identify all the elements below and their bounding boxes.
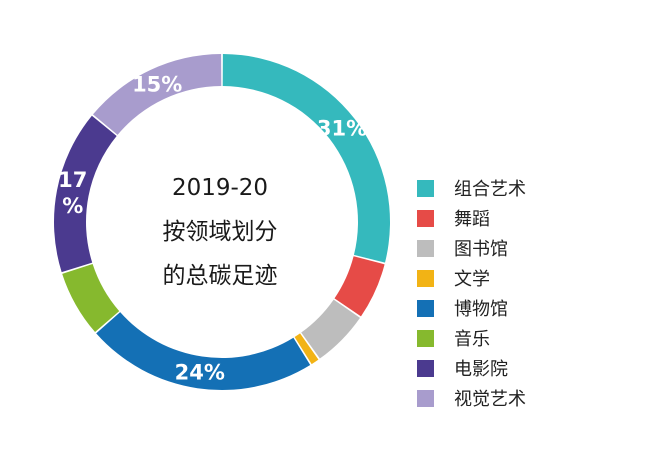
- slice-0: [222, 54, 390, 263]
- legend-label-0: 组合艺术: [454, 179, 526, 200]
- slice-label-4: 24%: [175, 360, 225, 384]
- slice-3: [294, 333, 319, 365]
- legend-label-6: 电影院: [454, 359, 508, 380]
- legend-item-4: 博物馆: [417, 293, 526, 323]
- legend-swatch-5: [417, 329, 434, 347]
- slice-4: [96, 312, 311, 391]
- legend-swatch-6: [417, 359, 434, 377]
- legend-item-3: 文学: [417, 263, 526, 293]
- legend-item-7: 视觉艺术: [417, 383, 526, 413]
- legend-label-2: 图书馆: [454, 239, 508, 260]
- legend-item-0: 组合艺术: [417, 173, 526, 203]
- legend-item-5: 音乐: [417, 323, 526, 353]
- slice-label-6: 17%: [58, 168, 87, 218]
- slice-2: [301, 299, 360, 359]
- slice-label-7: 15%: [132, 73, 182, 97]
- legend-swatch-7: [417, 389, 434, 407]
- legend-label-1: 舞蹈: [454, 209, 490, 230]
- legend-label-4: 博物馆: [454, 299, 508, 320]
- slice-6: [53, 115, 117, 273]
- legend-label-3: 文学: [454, 269, 490, 290]
- legend-swatch-3: [417, 269, 434, 287]
- legend-swatch-1: [417, 209, 434, 227]
- legend: 组合艺术舞蹈图书馆文学博物馆音乐电影院视觉艺术: [417, 173, 526, 413]
- slice-5: [62, 263, 120, 333]
- legend-swatch-0: [417, 179, 434, 197]
- center-title-line-1: 2019-20: [171, 175, 269, 201]
- legend-swatch-2: [417, 239, 434, 257]
- legend-label-7: 视觉艺术: [454, 389, 526, 410]
- center-title-line-2: 按领域划分: [162, 219, 278, 245]
- slice-1: [334, 256, 385, 317]
- legend-item-6: 电影院: [417, 353, 526, 383]
- legend-item-2: 图书馆: [417, 233, 526, 263]
- slice-label-0: 31%: [317, 117, 367, 141]
- slice-7: [92, 54, 222, 135]
- center-title-line-3: 的总碳足迹: [162, 263, 278, 289]
- legend-item-1: 舞蹈: [417, 203, 526, 233]
- legend-label-5: 音乐: [454, 329, 490, 350]
- legend-swatch-4: [417, 299, 434, 317]
